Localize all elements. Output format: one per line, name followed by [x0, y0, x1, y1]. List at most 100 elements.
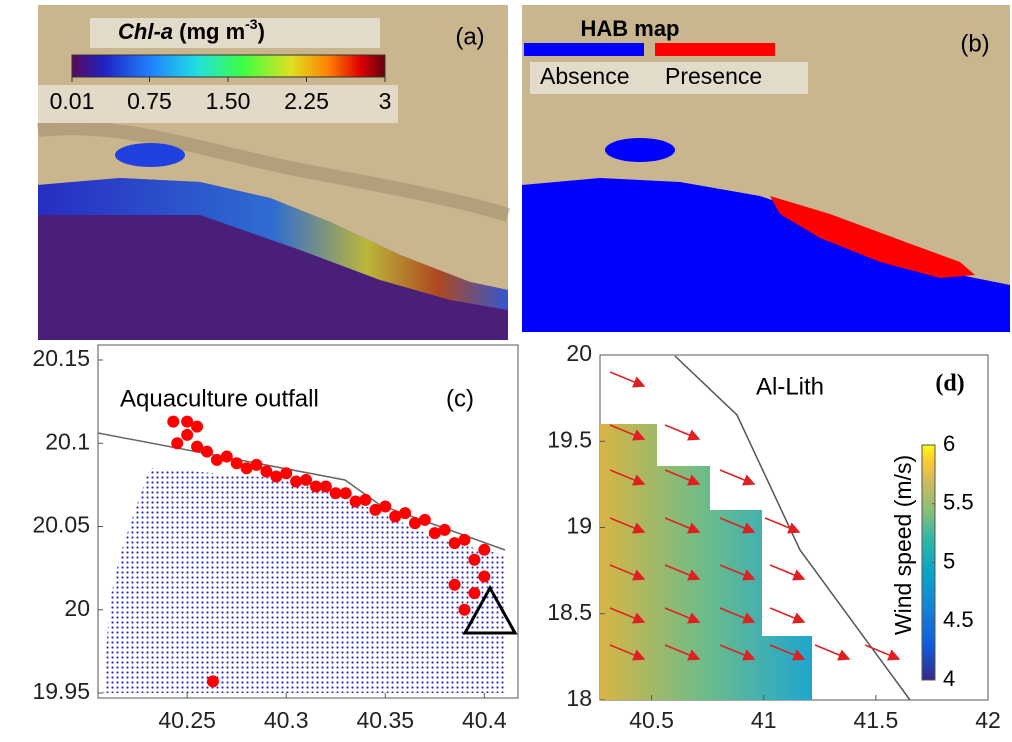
- presence-point: [309, 480, 322, 493]
- wind-field: [600, 424, 812, 700]
- colorbar: [71, 54, 386, 78]
- wind-arrow: [664, 644, 701, 661]
- wind-arrows: [609, 371, 901, 661]
- colorbar-tick-label: 5.5: [943, 490, 974, 515]
- y-tick-label: 20.15: [32, 345, 90, 371]
- y-tick-label: 18.5: [547, 599, 592, 625]
- presence-point: [250, 458, 263, 471]
- y-tick-label: 19: [566, 513, 592, 539]
- presence-point: [359, 493, 372, 506]
- x-tick-label: 41: [751, 707, 777, 733]
- presence-point: [468, 553, 481, 566]
- wind-arrow: [609, 564, 646, 581]
- presence-point: [206, 675, 219, 688]
- y-tick-label: 20: [64, 595, 90, 621]
- wind-arrow: [814, 644, 851, 661]
- legend-box: [530, 62, 808, 94]
- wind-arrow: [664, 607, 701, 624]
- x-tick-label: 40.35: [356, 707, 414, 733]
- annotation: Aquaculture outfall: [120, 385, 319, 412]
- wind-arrow: [609, 517, 646, 534]
- colorbar-title: Chl-a (mg m-3): [118, 16, 265, 44]
- presence-point: [478, 543, 491, 556]
- presence-point: [428, 527, 441, 540]
- presence-point: [319, 480, 332, 493]
- presence-area: [770, 196, 975, 278]
- presence-point: [210, 453, 223, 466]
- wind-arrow: [664, 517, 701, 534]
- annotation: Al-Lith: [756, 373, 824, 400]
- x-tick-label: 40.4: [462, 707, 507, 733]
- wind-arrow: [719, 517, 756, 534]
- y-tick-label: 18: [566, 685, 592, 711]
- wind-arrow: [609, 371, 646, 388]
- wind-arrow: [769, 564, 806, 581]
- colorbar-tick-label: 2.25: [284, 88, 329, 114]
- wind-arrow: [764, 517, 801, 534]
- colorbar-tick-label: 1.50: [206, 88, 251, 114]
- wind-arrow: [864, 644, 901, 661]
- presence-point: [458, 603, 471, 616]
- legend-title: HAB map: [580, 16, 679, 41]
- colorbar-tick-label: 0.75: [127, 88, 172, 114]
- wind-arrow: [609, 607, 646, 624]
- panel-a: Chl-a (mg m-3) (a): [37, 5, 511, 340]
- presence-point: [230, 457, 243, 470]
- panel-label: (b): [960, 30, 989, 57]
- x-tick-label: 40.5: [629, 707, 674, 733]
- wind-arrow: [719, 564, 756, 581]
- presence-point: [339, 487, 352, 500]
- legend-swatch: [524, 43, 644, 56]
- x-tick-label: 40.25: [158, 707, 216, 733]
- wind-arrow: [664, 469, 701, 486]
- coastal-bloom: [38, 178, 508, 310]
- title-box: [90, 18, 380, 48]
- colorbar-tick-label: 6: [943, 431, 955, 456]
- x-tick-label: 41.5: [853, 707, 898, 733]
- colorbar-label: Wind speed (m/s): [890, 455, 916, 635]
- presence-point: [349, 495, 362, 508]
- y-tick-label: 19.95: [32, 678, 90, 704]
- y-tick-label: 20.05: [32, 512, 90, 538]
- presence-point: [191, 420, 204, 433]
- presence-point: [399, 507, 412, 520]
- panel-b: HAB map (b): [522, 5, 1010, 332]
- legend-label: Presence: [665, 63, 762, 89]
- presence-point: [408, 517, 421, 530]
- presence-point: [458, 533, 471, 546]
- y-tick-label: 19.5: [547, 426, 592, 452]
- colorbar-tick-label: 3: [379, 88, 392, 114]
- presence-point: [468, 587, 481, 600]
- presence-point: [389, 510, 402, 523]
- y-tick-label: 20: [566, 340, 592, 366]
- presence-point: [270, 470, 283, 483]
- sea: [38, 178, 508, 340]
- colorbar-tick-label: 5: [943, 548, 955, 573]
- legend-swatch: [655, 43, 775, 56]
- presence-point: [300, 473, 313, 486]
- highlight-triangle: [462, 584, 518, 635]
- wind-arrow: [719, 469, 756, 486]
- wind-arrow: [609, 469, 646, 486]
- presence-point: [448, 578, 461, 591]
- presence-point: [167, 415, 180, 428]
- legend-label: Absence: [540, 63, 630, 89]
- x-tick-label: 40.3: [264, 707, 309, 733]
- wind-arrow: [609, 424, 646, 441]
- sea: [522, 178, 1010, 332]
- presence-point: [418, 513, 431, 526]
- colorbar-tick-label: 4: [943, 666, 955, 691]
- presence-point: [369, 503, 382, 516]
- presence-point: [290, 475, 303, 488]
- x-tick-label: 42: [975, 707, 1001, 733]
- y-tick-label: 20.1: [45, 428, 90, 454]
- panel-label: (d): [935, 371, 964, 397]
- presence-point: [220, 450, 233, 463]
- presence-point: [200, 445, 213, 458]
- terrain: [37, 121, 511, 222]
- wind-arrow: [719, 607, 756, 624]
- wind-arrow: [769, 607, 806, 624]
- lagoon: [115, 143, 185, 167]
- presence-point: [438, 523, 451, 536]
